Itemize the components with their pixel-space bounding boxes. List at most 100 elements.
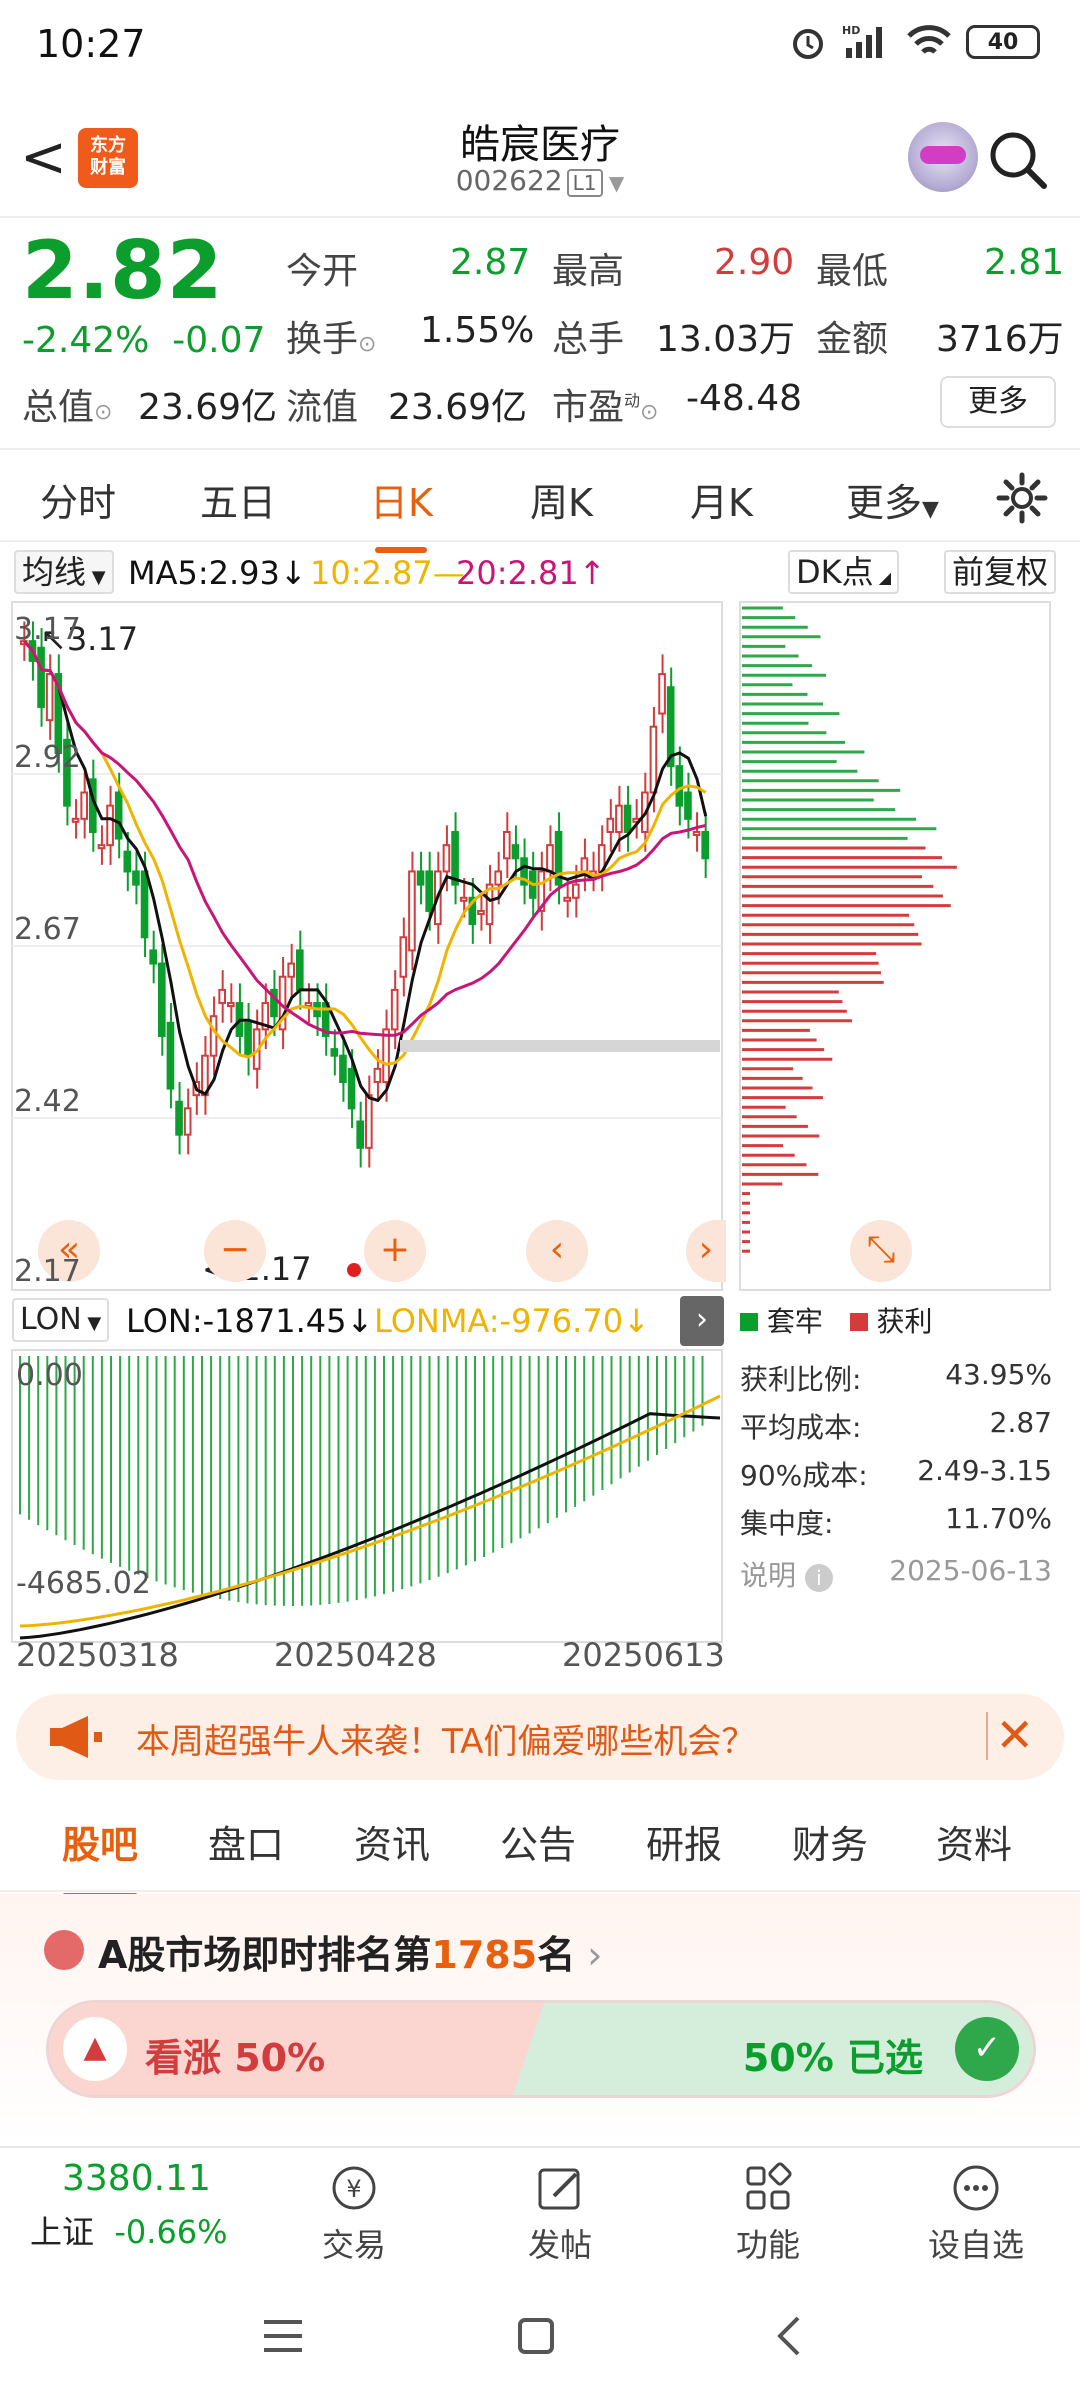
stock-code-row[interactable]: 002622 L1 ▼	[455, 164, 625, 197]
candle-body	[546, 844, 554, 873]
amount-label: 金额	[816, 319, 889, 360]
megaphone-icon	[50, 1716, 102, 1758]
more-dots-icon	[953, 2165, 999, 2211]
zoom-out-button[interactable]: −	[204, 1220, 266, 1282]
volume-label: 总手	[552, 319, 625, 360]
chip-stat-row: 集中度: 11.70%	[740, 1502, 1052, 1540]
check-icon: ✓	[955, 2017, 1019, 2081]
chip-note-row[interactable]: 说明 i 2025-06-13	[740, 1554, 1052, 1592]
candle-body	[270, 988, 278, 1018]
tab-intraday[interactable]: 分时	[40, 481, 117, 525]
kline-chart-area[interactable]: ↖3.17 <-2.17 « − + ‹ › ⤡ LON ▼ LON:-1871…	[0, 598, 1080, 1678]
pe-label[interactable]: 市盈动⊙	[552, 387, 659, 428]
ma-select[interactable]: 均线 ▼	[14, 550, 114, 594]
candle-body	[45, 673, 54, 722]
index-widget[interactable]: 3380.11 上证 -0.66%	[30, 2158, 250, 2253]
rank-text[interactable]: A股市场即时排名第1785名 ›	[98, 1933, 603, 1977]
menu-icon[interactable]	[258, 2316, 308, 2356]
home-icon[interactable]	[514, 2314, 558, 2358]
date-label-mid: 20250428	[274, 1636, 437, 1674]
alarm-icon	[793, 29, 823, 59]
candle-body	[244, 1021, 252, 1057]
tab-five-day[interactable]: 五日	[200, 481, 277, 525]
open-value: 2.87	[450, 242, 531, 283]
back-button[interactable]: <	[20, 125, 67, 190]
promo-banner[interactable]: 本周超强牛人来袭！TA们偏爱哪些机会？ ✕	[16, 1694, 1064, 1780]
tab-guba[interactable]: 股吧	[62, 1814, 139, 1899]
lon-value: LON:-1871.45↓	[126, 1302, 374, 1340]
quote-panel: 2.82 -2.42% -0.07 今开 2.87 最高 2.90 最低 2.8…	[0, 218, 1080, 448]
status-bar: 10:27 HD 40	[0, 0, 1080, 92]
turnover-label[interactable]: 换手⊙	[286, 319, 377, 360]
index-value: 3380.11	[62, 2158, 211, 2199]
stock-code: 002622	[455, 164, 563, 197]
expand-button[interactable]: ⤡	[850, 1220, 912, 1282]
candle-body	[701, 830, 709, 860]
tab-finance[interactable]: 财务	[792, 1823, 869, 1867]
ma5-value: MA5:2.93↓	[128, 554, 307, 592]
candle-body	[123, 850, 132, 873]
candle-body	[692, 830, 701, 836]
ma10-line	[23, 640, 707, 1066]
tab-monthly-k[interactable]: 月K	[690, 481, 753, 525]
candle-body	[494, 870, 502, 886]
candle-body	[304, 1002, 313, 1008]
search-icon[interactable]	[986, 128, 1050, 192]
bottom-toolbar: 3380.11 上证 -0.66% ¥ 交易 发帖 功能 设自选	[0, 2146, 1080, 2270]
candle-body	[330, 1048, 339, 1057]
trade-button[interactable]: ¥ 交易	[294, 2162, 414, 2266]
assistant-robot-icon[interactable]	[908, 122, 978, 192]
candle-body	[649, 725, 658, 794]
more-button[interactable]: 更多	[940, 376, 1056, 428]
lon-select[interactable]: LON ▼	[12, 1298, 110, 1342]
post-button[interactable]: 发帖	[500, 2162, 620, 2266]
mcap-label[interactable]: 总值⊙	[22, 387, 113, 428]
tab-announcements[interactable]: 公告	[500, 1823, 577, 1867]
vote-down-bar[interactable]	[513, 2003, 1033, 2095]
tab-daily-k[interactable]: 日K	[370, 472, 433, 553]
candle-body	[114, 791, 123, 840]
tab-profile[interactable]: 资料	[936, 1823, 1013, 1867]
candle-body	[658, 673, 666, 715]
candle-body	[666, 686, 675, 768]
lon-line	[19, 1412, 721, 1640]
trade-yen-icon: ¥	[332, 2166, 376, 2210]
zoom-in-button[interactable]: +	[364, 1220, 426, 1282]
add-watchlist-button[interactable]: 设自选	[916, 2162, 1036, 2266]
candle-body	[537, 870, 546, 912]
chip-frame	[739, 601, 1051, 1291]
scroll-left-fast-button[interactable]: «	[38, 1220, 100, 1282]
functions-button[interactable]: 功能	[708, 2162, 828, 2266]
back-nav-icon[interactable]	[770, 2312, 810, 2360]
candle-body	[477, 909, 485, 915]
vote-up-bar[interactable]	[49, 2003, 549, 2095]
candle-body	[503, 830, 511, 860]
index-change: -0.66%	[114, 2213, 228, 2251]
settings-gear-icon[interactable]	[996, 472, 1048, 524]
svg-text:¥: ¥	[346, 2175, 361, 2203]
low-label: 最低	[816, 251, 889, 292]
sentiment-vote[interactable]: ▲ 看涨 50% 50% 已选 ✓	[46, 2000, 1036, 2098]
adjust-select[interactable]: 前复权	[944, 550, 1057, 594]
scroll-left-button[interactable]: ‹	[526, 1220, 588, 1282]
dk-select[interactable]: DK点 ◢	[788, 550, 900, 594]
app-logo[interactable]: 东方财富	[78, 128, 138, 188]
tab-research[interactable]: 研报	[646, 1823, 723, 1867]
chip-stat-row: 90%成本: 2.49-3.15	[740, 1454, 1052, 1492]
chip-legend: 套牢 获利	[740, 1300, 933, 1340]
panel-toggle-button[interactable]: ›	[680, 1296, 724, 1346]
edit-post-icon	[538, 2168, 580, 2210]
tab-news[interactable]: 资讯	[354, 1823, 431, 1867]
tab-more[interactable]: 更多▼	[846, 481, 939, 525]
lonma-value: LONMA:-976.70↓	[374, 1302, 650, 1340]
close-icon[interactable]: ✕	[995, 1708, 1034, 1762]
wifi-icon	[907, 25, 951, 54]
content-tabs: 股吧 盘口 资讯 公告 研报 财务 资料	[0, 1796, 1080, 1899]
candle-body	[54, 673, 63, 755]
lonma-line	[19, 1394, 721, 1628]
status-time: 10:27	[36, 22, 146, 66]
y-tick-0: 3.17	[14, 612, 81, 647]
tab-weekly-k[interactable]: 周K	[530, 481, 593, 525]
system-nav-bar	[0, 2270, 1080, 2400]
tab-pankou[interactable]: 盘口	[208, 1823, 285, 1867]
